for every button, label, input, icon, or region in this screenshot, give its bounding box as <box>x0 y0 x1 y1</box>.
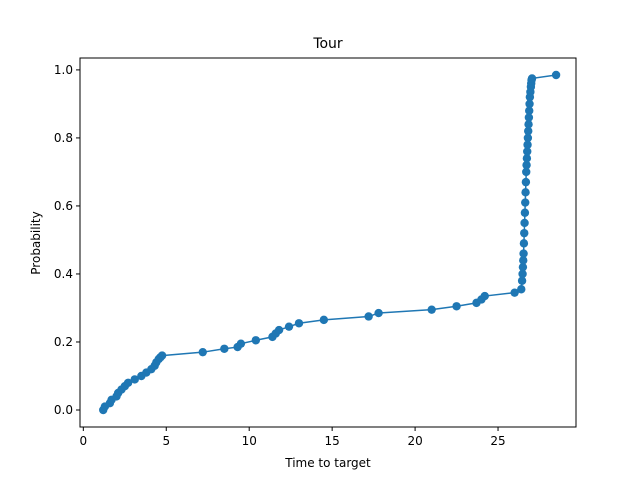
x-tick-label: 25 <box>490 434 505 448</box>
x-tick-label: 15 <box>325 434 340 448</box>
data-point <box>519 256 528 265</box>
data-point <box>523 147 532 156</box>
data-point <box>519 239 529 248</box>
data-point <box>364 312 373 321</box>
data-point <box>251 336 261 345</box>
data-point <box>524 126 533 136</box>
data-point <box>522 160 531 170</box>
data-point <box>523 140 532 149</box>
data-point <box>524 120 533 129</box>
x-axis-label: Time to target <box>284 456 371 470</box>
data-point <box>236 339 246 348</box>
data-point <box>510 288 519 297</box>
y-tick-label: 0.8 <box>54 131 73 145</box>
data-point <box>521 198 530 207</box>
data-point <box>518 262 528 272</box>
data-point <box>517 285 526 294</box>
data-point <box>294 319 304 328</box>
y-tick-label: 0.6 <box>54 199 73 213</box>
data-point <box>274 325 284 335</box>
data-point <box>220 344 229 353</box>
axes: 0 5 10 15 20 25 0.0 0.2 0.4 0.6 0.8 1.0 <box>54 57 577 448</box>
data-point <box>518 269 527 279</box>
data-point <box>130 375 139 384</box>
data-point <box>517 276 527 285</box>
data-point <box>319 315 329 325</box>
y-tick-label: 0.0 <box>54 403 73 417</box>
data-point <box>520 208 530 217</box>
data-point <box>523 133 533 143</box>
data-point <box>525 106 534 115</box>
data-point <box>284 322 294 331</box>
data-point <box>452 302 461 311</box>
data-point <box>525 99 534 109</box>
x-tick-label: 20 <box>407 434 422 448</box>
data-point <box>551 70 561 80</box>
x-tick-label: 10 <box>242 434 257 448</box>
data-point <box>520 218 529 228</box>
data-point <box>427 305 436 314</box>
data-point <box>522 167 531 177</box>
data-point <box>157 351 167 360</box>
y-tick-label: 1.0 <box>54 63 73 77</box>
data-point <box>524 113 534 122</box>
data-point <box>480 291 489 301</box>
data-point <box>527 74 537 83</box>
chart-title: Tour <box>312 36 343 52</box>
data-point <box>519 249 528 258</box>
plot-area <box>99 70 561 415</box>
data-point <box>521 177 531 187</box>
data-point <box>521 188 530 197</box>
y-tick-label: 0.2 <box>54 335 73 349</box>
x-tick-label: 0 <box>79 434 87 448</box>
data-point <box>374 308 383 318</box>
x-tick-label: 5 <box>162 434 170 448</box>
data-point <box>520 228 529 238</box>
data-point <box>198 347 207 357</box>
y-axis-label: Probability <box>29 211 43 274</box>
y-tick-label: 0.4 <box>54 267 73 281</box>
data-point <box>522 154 532 163</box>
data-point <box>123 378 133 387</box>
axes-frame <box>79 57 577 428</box>
